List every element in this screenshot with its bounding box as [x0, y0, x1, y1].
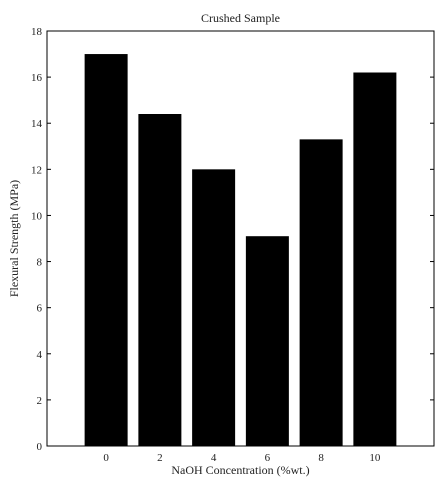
plot-frame	[46, 30, 435, 447]
bar-6	[245, 236, 289, 446]
x-tick-label-6: 6	[265, 452, 271, 464]
y-tick-label-4: 4	[37, 349, 43, 361]
x-tick-label-10: 10	[369, 452, 381, 464]
bars-layer	[84, 54, 397, 447]
x-tick-label-0: 0	[103, 452, 109, 464]
bar-10	[353, 72, 397, 446]
y-tick-label-8: 8	[37, 257, 43, 269]
bar-4	[192, 169, 236, 447]
x-axis-title: NaOH Concentration (%wt.)	[171, 463, 309, 477]
y-tick-label-18: 18	[31, 26, 43, 38]
x-tick-label-4: 4	[211, 452, 217, 464]
x-tick-label-8: 8	[318, 452, 324, 464]
bar-8	[299, 139, 343, 446]
y-tick-label-14: 14	[31, 118, 43, 130]
y-tick-label-2: 2	[37, 395, 43, 407]
chart-title: Crushed Sample	[201, 11, 280, 25]
bar-0	[84, 54, 128, 447]
y-tick-label-0: 0	[37, 441, 43, 453]
y-tick-label-6: 6	[37, 303, 43, 315]
bar-2	[138, 114, 182, 446]
y-tick-label-16: 16	[31, 72, 43, 84]
y-axis-title: Flexural Strength (MPa)	[7, 180, 21, 297]
y-tick-label-10: 10	[31, 210, 43, 222]
ticks-layer: 0 2 4 6 8 10 0 2 4 6 8 10 12 14 16 18	[31, 26, 434, 464]
y-tick-label-12: 12	[31, 164, 42, 176]
x-tick-label-2: 2	[157, 452, 163, 464]
